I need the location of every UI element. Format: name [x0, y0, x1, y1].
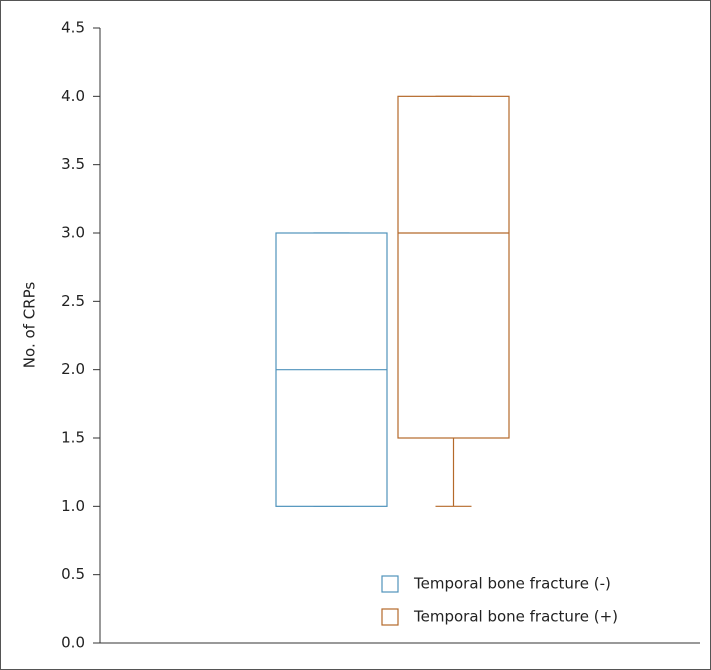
box	[397, 95, 510, 439]
y-tick-label: 3.0	[61, 224, 85, 242]
y-axis-label: No. of CRPs	[21, 282, 39, 369]
y-tick-label: 3.5	[61, 155, 85, 173]
legend-label: Temporal bone fracture (+)	[413, 608, 618, 626]
y-tick-label: 2.5	[61, 292, 85, 310]
legend-swatch	[381, 608, 399, 626]
y-tick-label: 2.0	[61, 360, 85, 378]
y-tick-label: 4.0	[61, 87, 85, 105]
y-tick-label: 0.0	[61, 634, 85, 652]
legend-label: Temporal bone fracture (-)	[413, 575, 611, 593]
y-tick-label: 1.0	[61, 497, 85, 515]
y-tick-label: 1.5	[61, 429, 85, 447]
legend-swatch	[381, 575, 399, 593]
y-tick-label: 0.5	[61, 565, 85, 583]
y-tick-label: 4.5	[61, 19, 85, 37]
